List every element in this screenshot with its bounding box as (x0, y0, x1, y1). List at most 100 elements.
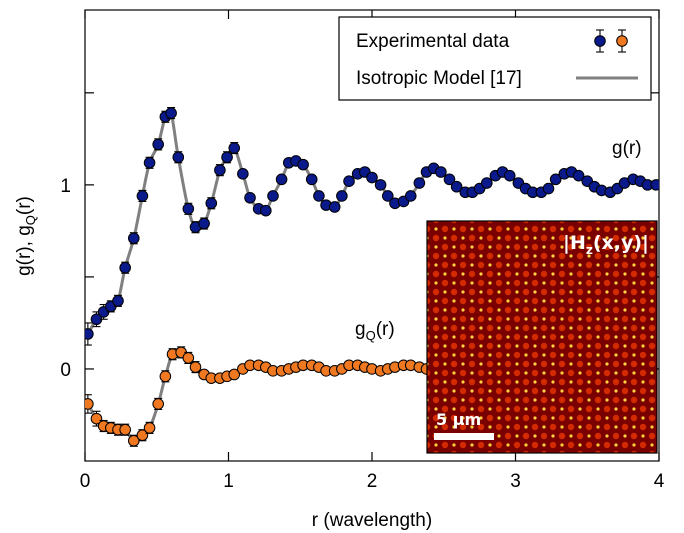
gq-point-19 (228, 368, 241, 381)
legend-label-model: Isotropic Model [17] (356, 68, 522, 89)
gq-point-28 (297, 359, 309, 372)
g-point-61 (549, 173, 562, 186)
gq-point-14 (189, 361, 202, 374)
gq-point-31 (320, 365, 332, 377)
g-point-23 (260, 204, 272, 217)
gq-point-25 (275, 365, 288, 377)
inset-label: |Hz(x,y)| (563, 232, 649, 257)
g-marker-8 (143, 156, 156, 169)
g-point-39 (381, 190, 394, 202)
y-axis-label-main: g(r), g (14, 225, 35, 276)
g-marker-18 (221, 151, 233, 164)
y-axis-label-end: (r) (14, 196, 35, 215)
g-marker-74 (650, 179, 659, 191)
g-point-42 (404, 190, 417, 202)
g-point-38 (374, 179, 387, 191)
g-marker-52 (481, 177, 493, 189)
g-point-9 (152, 138, 164, 151)
inset-label-end: (x,y)| (593, 232, 649, 254)
g-marker-38 (374, 179, 387, 191)
gq-point-0 (85, 394, 94, 414)
g-point-16 (205, 197, 218, 210)
gq-marker-0 (85, 398, 94, 410)
g-point-25 (275, 173, 288, 186)
gq-point-5 (119, 423, 131, 436)
gq-point-9 (152, 397, 164, 411)
gq-point-34 (343, 359, 355, 372)
g-marker-33 (336, 190, 348, 202)
g-marker-34 (343, 175, 355, 187)
g-point-70 (618, 177, 631, 189)
g-point-13 (182, 202, 195, 215)
g-marker-29 (305, 173, 318, 186)
g-marker-7 (136, 190, 149, 202)
g-marker-21 (244, 191, 256, 204)
g-point-47 (443, 173, 456, 186)
gq-marker-9 (152, 398, 164, 410)
g-point-28 (297, 158, 309, 171)
gq-curve-label: gQ(r) (355, 319, 395, 343)
gq-curve-label-sub: Q (366, 328, 376, 343)
x-tick-labels: 0 1 2 3 4 (80, 471, 665, 492)
y-axis-label-sub: Q (23, 215, 38, 225)
g-point-18 (221, 151, 233, 164)
g-marker-11 (165, 107, 177, 119)
g-marker-32 (328, 201, 341, 213)
gq-point-6 (127, 434, 140, 447)
g-point-24 (267, 190, 279, 202)
x-tick-label-2: 2 (367, 471, 378, 492)
y-tick-label-0: 0 (60, 360, 71, 381)
g-point-67 (595, 184, 608, 197)
series-gq-points (85, 346, 433, 447)
g-marker-6 (127, 232, 140, 245)
g-marker-64 (572, 169, 585, 182)
g-point-64 (572, 169, 585, 182)
g-point-4 (112, 294, 124, 307)
g-point-32 (328, 201, 341, 213)
gq-point-40 (389, 361, 401, 373)
g-point-17 (214, 164, 226, 177)
g-marker-28 (297, 158, 309, 171)
g-point-43 (413, 177, 426, 189)
g-point-34 (343, 175, 355, 187)
g-point-40 (389, 197, 401, 210)
gq-curve-label-main: g (355, 319, 366, 340)
g-marker-47 (443, 173, 456, 186)
g-marker-39 (381, 190, 394, 202)
g-point-52 (481, 177, 493, 189)
inset-image (426, 220, 658, 454)
g-marker-48 (450, 180, 463, 193)
gq-point-13 (182, 351, 195, 364)
g-marker-25 (275, 173, 288, 186)
legend: Experimental data Isotropic Model [17] (338, 16, 652, 101)
g-marker-0 (85, 328, 94, 340)
g-point-20 (237, 168, 249, 180)
g-marker-4 (112, 295, 124, 307)
legend-point-0 (594, 35, 606, 47)
g-marker-12 (172, 151, 185, 164)
g-marker-46 (435, 166, 447, 178)
g-point-58 (526, 186, 539, 199)
g-curve-label: g(r) (612, 138, 642, 159)
g-marker-55 (503, 169, 516, 182)
g-point-14 (189, 221, 202, 234)
g-marker-13 (182, 203, 195, 215)
gq-point-8 (143, 421, 156, 434)
gq-marker-10 (159, 370, 172, 383)
gq-point-10 (159, 370, 172, 383)
gq-point-11 (166, 348, 179, 361)
x-tick-label-4: 4 (654, 471, 665, 492)
g-point-30 (313, 190, 325, 202)
g-point-11 (165, 107, 177, 120)
y-tick-labels: 01 (60, 176, 71, 381)
legend-marker-experimental (594, 29, 628, 53)
gq-marker-1 (90, 412, 103, 425)
g-marker-42 (404, 190, 417, 202)
g-marker-16 (205, 197, 218, 210)
g-marker-60 (542, 182, 555, 195)
g-marker-23 (260, 204, 272, 217)
g-marker-24 (267, 190, 279, 202)
g-marker-15 (198, 217, 210, 230)
g-marker-17 (214, 164, 226, 176)
